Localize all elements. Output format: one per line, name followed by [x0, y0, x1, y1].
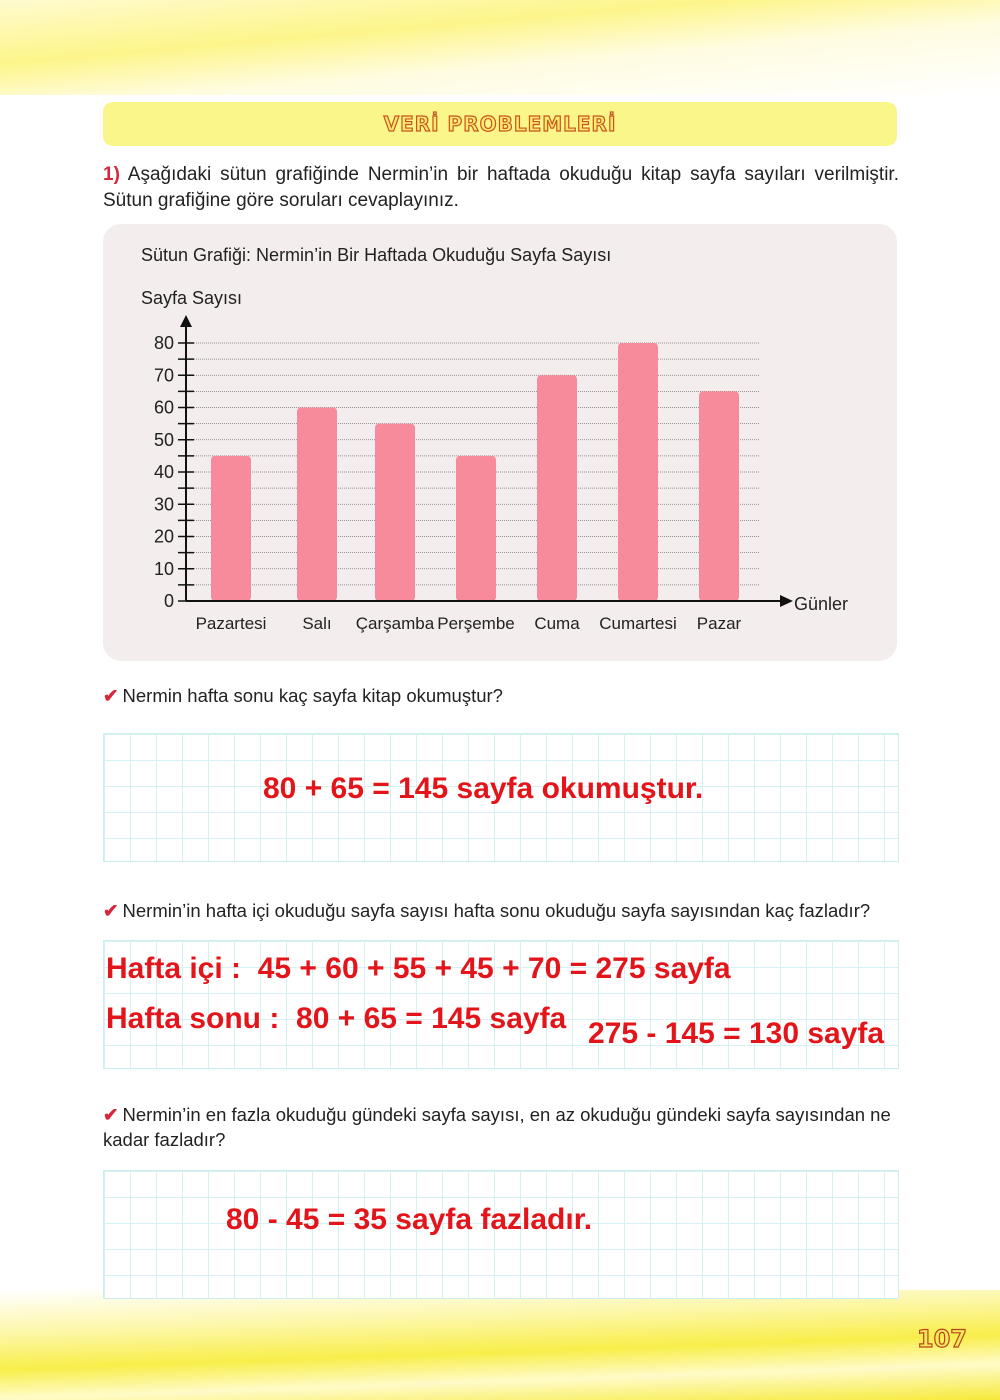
x-tick-label: Salı	[302, 614, 331, 633]
y-tick-label: 0	[164, 591, 174, 611]
bottom-decoration	[0, 1290, 1000, 1400]
banner-title: VERİ PROBLEMLERİ	[383, 111, 617, 136]
y-tick-label: 40	[154, 462, 174, 482]
x-tick-label: Pazar	[697, 614, 742, 633]
bar-salı	[297, 407, 337, 601]
answer-grid-1	[103, 733, 899, 862]
answer-grid-2	[103, 940, 899, 1069]
question-3: ✔ Nermin’in en fazla okuduğu gündeki sayf…	[103, 1102, 903, 1152]
bar-pazar	[699, 391, 739, 601]
y-tick-label: 30	[154, 494, 174, 514]
bar-çarşamba	[375, 423, 415, 601]
question-text: Nermin hafta sonu kaç sayfa kitap okumuş…	[122, 685, 503, 706]
chart-panel: Sütun Grafiği: Nermin’in Bir Haftada Oku…	[103, 224, 897, 661]
question-1: ✔ Nermin hafta sonu kaç sayfa kitap okumu…	[103, 683, 903, 708]
x-tick-label: Pazartesi	[196, 614, 267, 633]
y-tick-label: 70	[154, 365, 174, 385]
check-icon: ✔	[103, 1104, 119, 1125]
answer-2c: 275 - 145 = 130 sayfa	[588, 1017, 885, 1050]
y-tick-label: 10	[154, 559, 174, 579]
x-axis-label: Günler	[794, 594, 848, 614]
check-icon: ✔	[103, 685, 119, 706]
answer-2b: Hafta sonu : 80 + 65 = 145 sayfa	[106, 1002, 567, 1035]
answer-grid-3	[103, 1170, 899, 1299]
answer-2a: Hafta içi : 45 + 60 + 55 + 45 + 70 = 275…	[106, 952, 731, 985]
intro-body: Aşağıdaki sütun grafiğinde Nermin’in bir…	[103, 164, 899, 211]
y-tick-label: 80	[154, 333, 174, 353]
x-axis-arrow-icon	[780, 595, 793, 607]
bar-pazartesi	[211, 455, 251, 601]
top-decoration	[0, 0, 1000, 95]
chart-title: Sütun Grafiği: Nermin’in Bir Haftada Oku…	[141, 245, 611, 265]
section-banner: VERİ PROBLEMLERİ	[103, 102, 897, 146]
x-tick-label: Cuma	[534, 614, 580, 633]
y-tick-label: 60	[154, 398, 174, 418]
answer-3: 80 - 45 = 35 sayfa fazladır.	[226, 1203, 593, 1236]
check-icon: ✔	[103, 900, 119, 921]
intro-text: 1) Aşağıdaki sütun grafiğinde Nermin’in …	[103, 162, 899, 214]
y-axis-arrow-icon	[180, 315, 192, 327]
y-tick-label: 50	[154, 430, 174, 450]
y-axis-label: Sayfa Sayısı	[141, 288, 242, 308]
bar-chart: Sütun Grafiği: Nermin’in Bir Haftada Oku…	[141, 245, 848, 633]
bar-cuma	[537, 375, 577, 601]
page-number: 107	[916, 1324, 967, 1353]
question-number: 1)	[103, 164, 120, 185]
x-tick-label: Cumartesi	[599, 614, 676, 633]
y-tick-label: 20	[154, 527, 174, 547]
question-2: ✔ Nermin’in hafta içi okuduğu sayfa sayıs…	[103, 898, 903, 923]
question-text: Nermin’in en fazla okuduğu gündeki sayfa…	[103, 1104, 891, 1150]
question-text: Nermin’in hafta içi okuduğu sayfa sayısı…	[122, 900, 871, 921]
x-tick-label: Perşembe	[437, 614, 514, 633]
answer-1: 80 + 65 = 145 sayfa okumuştur.	[263, 772, 704, 805]
bar-cumartesi	[618, 343, 658, 601]
bar-perşembe	[456, 455, 496, 601]
x-tick-label: Çarşamba	[356, 614, 435, 633]
